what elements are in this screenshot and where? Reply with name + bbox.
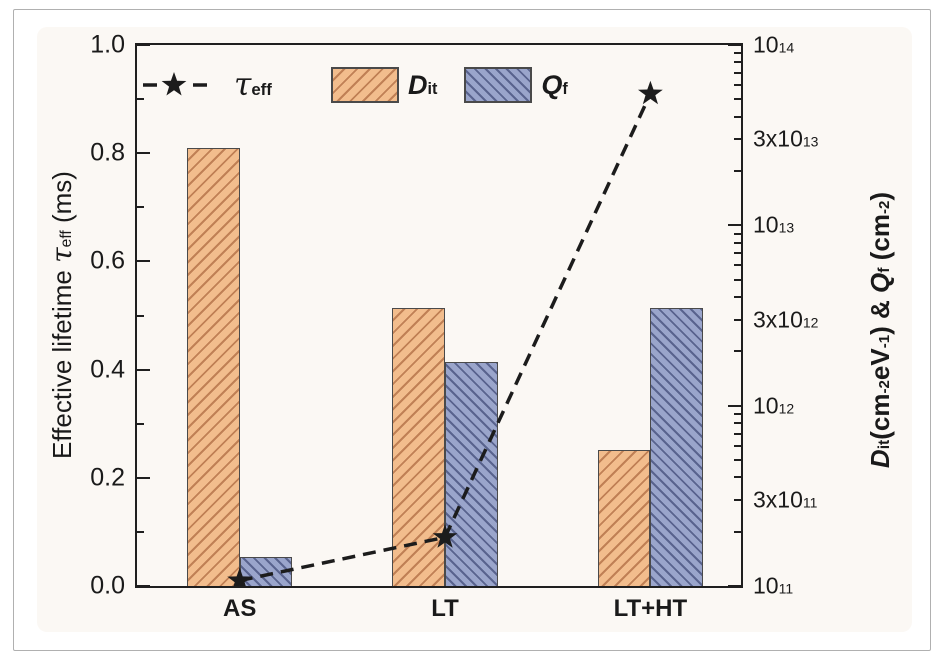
x-category-label-as: AS bbox=[223, 595, 257, 622]
left-axis-tick-label: 0.8 bbox=[90, 138, 125, 167]
plot-area: 0.0 0.2 0.4 0.6 0.8 1.0 1011 3x1011 1012 3x1012 10… bbox=[90, 31, 818, 623]
legend-swatch-dit bbox=[331, 67, 399, 103]
left-axis-tick-label: 0.0 bbox=[90, 571, 125, 600]
figure-frame: Effective lifetime τeff (ms) Dit(cm-2eV-… bbox=[13, 9, 931, 651]
right-axis-tick-label: 1013 bbox=[753, 211, 795, 238]
left-axis-tick-label: 0.4 bbox=[90, 355, 125, 384]
bar-dit-lt bbox=[392, 307, 446, 586]
left-axis-tick-label: 0.6 bbox=[90, 246, 125, 275]
legend-item-tau-eff: τeff bbox=[140, 67, 272, 103]
bar-qf-lt+ht bbox=[650, 307, 703, 586]
bar-qf-as bbox=[239, 556, 293, 586]
x-category-label-lt: LT bbox=[431, 595, 459, 622]
left-axis-title: Effective lifetime τeff (ms) bbox=[45, 171, 78, 459]
bars-layer bbox=[137, 45, 741, 586]
legend-swatch-qf bbox=[464, 67, 533, 103]
legend-bar-series: Dit Qf bbox=[331, 65, 568, 105]
right-axis-title: Dit(cm-2eV-1) & Qf (cm-2) bbox=[865, 191, 895, 469]
right-axis-tick-label: 1014 bbox=[753, 31, 795, 58]
right-axis-tick-label: 3x1012 bbox=[753, 306, 819, 333]
bar-qf-lt bbox=[445, 361, 498, 586]
legend-label-qf: Qf bbox=[541, 69, 568, 100]
right-axis-tick-label: 1011 bbox=[753, 572, 794, 599]
left-axis-tick-label: 1.0 bbox=[90, 30, 125, 59]
legend-label-tau-eff: τeff bbox=[234, 67, 272, 103]
left-axis-tick-label: 0.2 bbox=[90, 463, 125, 492]
right-axis-tick-label: 1012 bbox=[753, 392, 795, 419]
bar-dit-as bbox=[187, 147, 240, 586]
bar-dit-lt+ht bbox=[597, 449, 651, 586]
right-axis-tick-label: 3x1011 bbox=[753, 486, 818, 513]
x-category-label-lt+ht: LT+HT bbox=[613, 595, 688, 622]
figure-background: Effective lifetime τeff (ms) Dit(cm-2eV-… bbox=[37, 27, 912, 632]
right-axis-tick-label: 3x1013 bbox=[753, 125, 819, 152]
legend-label-dit: Dit bbox=[408, 69, 438, 100]
dashed-line-star-icon bbox=[143, 72, 207, 96]
